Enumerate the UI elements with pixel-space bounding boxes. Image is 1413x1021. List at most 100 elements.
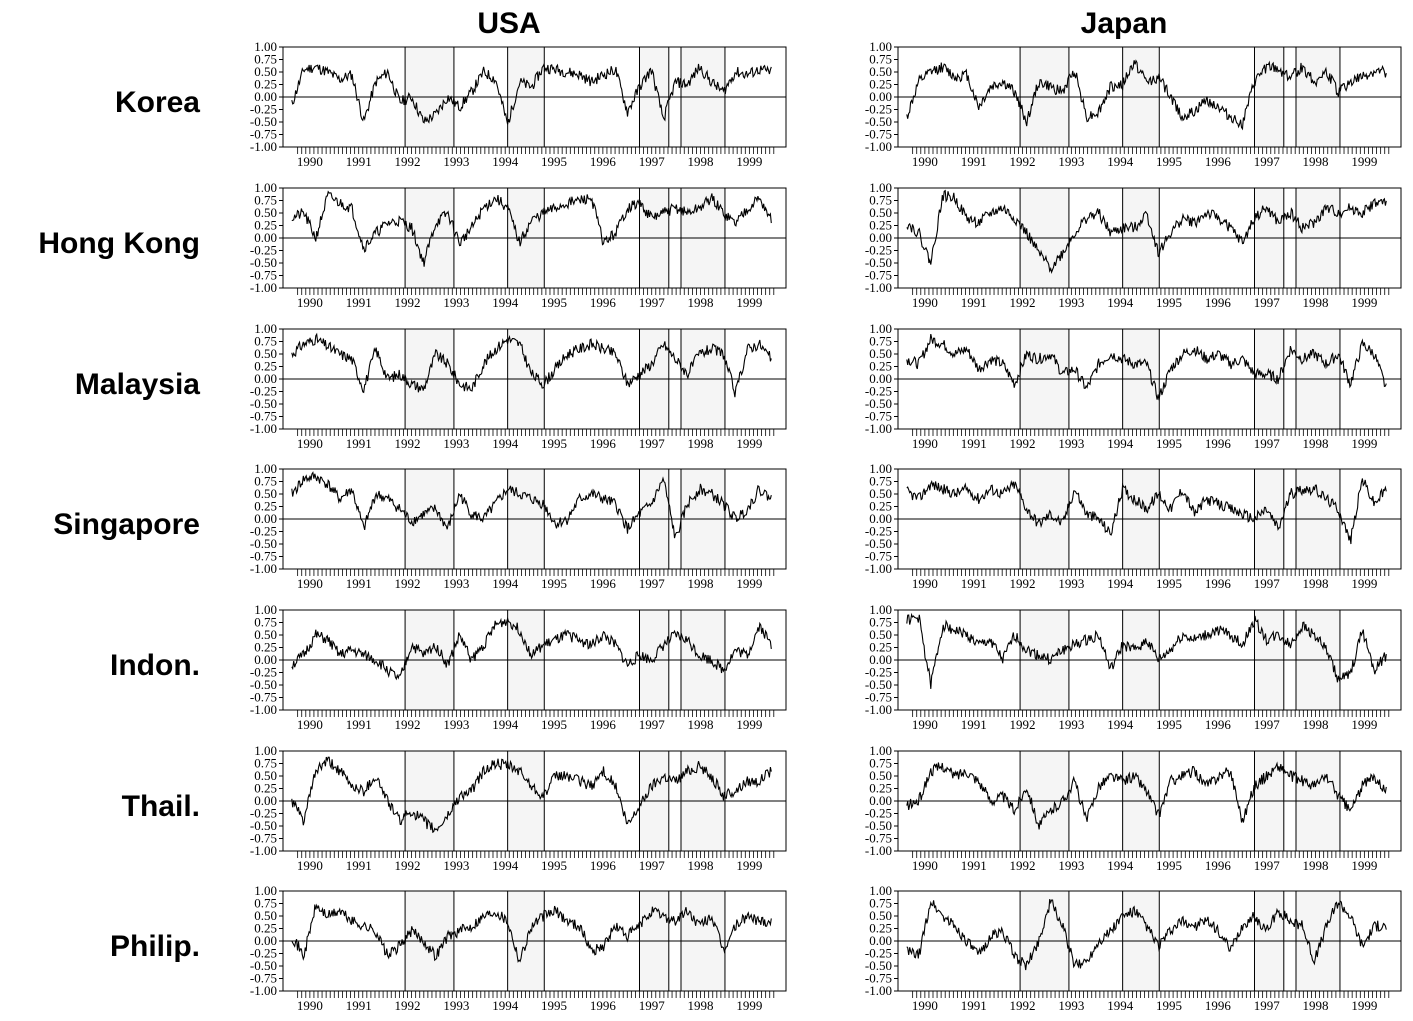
x-tick-label: 1991	[346, 576, 372, 591]
x-tick-label: 1991	[961, 858, 987, 873]
x-tick-label: 1995	[541, 576, 567, 591]
x-tick-label: 1993	[443, 717, 469, 732]
x-tick-label: 1996	[1205, 998, 1232, 1013]
x-tick-label: 1992	[395, 717, 421, 732]
x-tick-label: 1996	[590, 858, 617, 873]
series-line	[291, 190, 772, 267]
y-tick-label: -0.25	[250, 243, 277, 258]
x-tick-label: 1998	[688, 717, 714, 732]
y-tick-label: 0.50	[869, 627, 892, 642]
x-tick-label: 1990	[297, 436, 323, 451]
x-tick-label: 1992	[395, 436, 421, 451]
row-label-philip: Philip.	[110, 930, 200, 963]
x-tick-label: 1991	[346, 436, 372, 451]
y-tick-label: -0.50	[250, 536, 277, 551]
y-tick-label: -0.50	[250, 818, 277, 833]
y-tick-label: 1.00	[869, 743, 892, 758]
panel-indon--usa: 1.000.750.500.250.00-0.25-0.50-0.75-1.00…	[250, 602, 787, 732]
y-tick-label: -0.25	[250, 946, 277, 961]
y-tick-label: 1.00	[254, 39, 277, 54]
y-tick-label: -0.25	[250, 384, 277, 399]
x-tick-label: 1990	[297, 858, 323, 873]
y-tick-label: -0.75	[865, 549, 892, 564]
x-tick-label: 1994	[1107, 436, 1134, 451]
series-line	[291, 332, 772, 398]
y-tick-label: 0.00	[869, 793, 892, 808]
x-tick-label: 1996	[590, 295, 617, 310]
y-tick-label: 0.75	[254, 52, 277, 67]
y-tick-label: 0.25	[254, 77, 277, 92]
x-tick-label: 1992	[1010, 154, 1036, 169]
y-tick-label: -1.00	[250, 280, 277, 295]
x-tick-label: 1999	[736, 295, 762, 310]
x-tick-label: 1999	[1351, 576, 1377, 591]
y-tick-label: 1.00	[254, 321, 277, 336]
x-tick-label: 1990	[912, 154, 938, 169]
y-tick-label: -0.75	[865, 409, 892, 424]
x-tick-label: 1997	[639, 858, 666, 873]
y-tick-label: 0.50	[254, 64, 277, 79]
y-tick-label: -0.25	[250, 102, 277, 117]
x-tick-label: 1995	[541, 295, 567, 310]
y-tick-label: -0.25	[865, 806, 892, 821]
x-tick-label: 1996	[1205, 858, 1232, 873]
y-tick-label: 1.00	[869, 602, 892, 617]
x-tick-label: 1999	[736, 436, 762, 451]
y-tick-label: 0.75	[254, 334, 277, 349]
y-tick-label: 1.00	[869, 321, 892, 336]
x-tick-label: 1991	[961, 154, 987, 169]
y-tick-label: 0.50	[869, 205, 892, 220]
x-tick-label: 1990	[297, 295, 323, 310]
x-tick-label: 1996	[590, 717, 617, 732]
x-tick-label: 1992	[1010, 576, 1036, 591]
series-line	[906, 189, 1387, 275]
y-tick-label: -0.25	[865, 946, 892, 961]
y-tick-label: 0.00	[254, 89, 277, 104]
y-tick-label: -0.50	[250, 396, 277, 411]
y-tick-label: 0.25	[254, 218, 277, 233]
x-tick-label: 1995	[1156, 858, 1182, 873]
y-tick-label: 0.50	[254, 627, 277, 642]
y-tick-label: -0.50	[865, 677, 892, 692]
x-tick-label: 1990	[297, 154, 323, 169]
y-tick-label: 0.75	[254, 896, 277, 911]
panel-singapore-japan: 1.000.750.500.250.00-0.25-0.50-0.75-1.00…	[865, 461, 1402, 591]
x-tick-label: 1991	[346, 295, 372, 310]
y-tick-label: 0.25	[869, 359, 892, 374]
panel-singapore-usa: 1.000.750.500.250.00-0.25-0.50-0.75-1.00…	[250, 461, 787, 591]
x-tick-label: 1992	[1010, 998, 1036, 1013]
y-tick-label: -1.00	[250, 843, 277, 858]
x-tick-label: 1993	[443, 576, 469, 591]
x-tick-label: 1999	[736, 576, 762, 591]
x-tick-label: 1996	[590, 436, 617, 451]
series-line	[906, 899, 1387, 971]
y-tick-label: 1.00	[254, 602, 277, 617]
panel-philip--japan: 1.000.750.500.250.00-0.25-0.50-0.75-1.00…	[865, 883, 1402, 1013]
x-tick-label: 1993	[443, 436, 469, 451]
y-tick-label: 0.25	[254, 781, 277, 796]
y-tick-label: 0.75	[869, 52, 892, 67]
x-tick-label: 1992	[1010, 717, 1036, 732]
x-tick-label: 1994	[492, 436, 519, 451]
y-tick-label: 0.00	[869, 371, 892, 386]
y-tick-label: -1.00	[865, 983, 892, 998]
y-tick-label: -0.25	[865, 102, 892, 117]
row-label-indon: Indon.	[110, 649, 200, 682]
y-tick-label: 0.50	[869, 486, 892, 501]
x-tick-label: 1993	[1058, 858, 1084, 873]
y-tick-label: 1.00	[869, 180, 892, 195]
y-tick-label: 1.00	[254, 883, 277, 898]
row-label-thail: Thail.	[122, 790, 200, 823]
x-tick-label: 1995	[1156, 576, 1182, 591]
x-tick-label: 1991	[346, 998, 372, 1013]
y-tick-label: -1.00	[250, 561, 277, 576]
y-tick-label: -0.75	[865, 831, 892, 846]
y-tick-label: 0.50	[869, 908, 892, 923]
x-tick-label: 1992	[395, 295, 421, 310]
x-tick-label: 1995	[541, 998, 567, 1013]
x-tick-label: 1995	[1156, 717, 1182, 732]
y-tick-label: -1.00	[250, 421, 277, 436]
y-tick-label: 0.25	[869, 921, 892, 936]
y-tick-label: -0.25	[250, 665, 277, 680]
y-tick-label: 0.00	[254, 371, 277, 386]
